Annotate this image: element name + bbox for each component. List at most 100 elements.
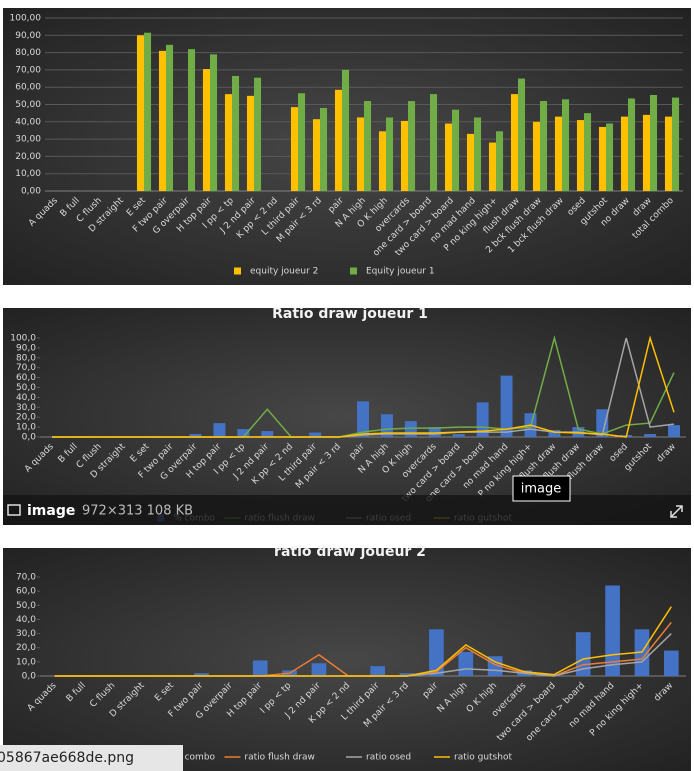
y-tick-label: 10,00 <box>15 169 41 179</box>
bar <box>488 142 496 191</box>
bar <box>380 414 393 437</box>
bar <box>606 123 614 191</box>
chart-background <box>3 308 691 525</box>
y-tick-label: 30,00 <box>15 135 41 145</box>
bar <box>342 69 350 191</box>
bar <box>370 666 386 676</box>
bar <box>399 673 415 676</box>
tooltip-box <box>512 475 571 502</box>
expand-icon[interactable] <box>670 505 683 518</box>
filename[interactable]: 05867ae668de.png <box>0 750 134 766</box>
legend-label: % combo <box>173 753 215 763</box>
bar <box>298 93 306 191</box>
bar <box>246 95 254 191</box>
caption[interactable]: image <box>27 503 75 519</box>
bar <box>474 117 482 191</box>
y-tick-label: 40,0 <box>16 393 36 403</box>
bar <box>386 117 394 191</box>
y-tick-label: 70,0 <box>16 363 36 373</box>
y-tick-label: 30,0 <box>16 629 36 639</box>
y-tick-label: 20,0 <box>16 413 36 423</box>
bar <box>444 123 452 191</box>
line <box>54 606 672 677</box>
y-tick-label: 80,0 <box>16 353 36 363</box>
legend-swatch <box>350 267 357 275</box>
image-meta: 972×313 108 KB <box>82 504 193 519</box>
bar <box>189 434 202 437</box>
y-tick-label: 0,0 <box>22 433 37 443</box>
bar <box>254 77 262 191</box>
y-tick-label: 100,0 <box>10 334 36 344</box>
y-tick-label: 60,0 <box>16 373 36 383</box>
bar <box>252 660 268 676</box>
bar <box>576 120 584 191</box>
legend-swatch <box>234 267 241 275</box>
bar <box>518 78 526 191</box>
bar <box>628 98 636 191</box>
legend-label: ratio flush draw <box>244 753 315 763</box>
y-tick-label: 20,00 <box>15 152 41 162</box>
bar <box>510 94 518 191</box>
bar <box>312 119 320 191</box>
bar <box>311 663 327 676</box>
y-tick-label: 0,0 <box>22 672 37 682</box>
bar <box>144 32 152 191</box>
bar <box>290 107 298 191</box>
bar <box>400 120 408 191</box>
bar <box>224 94 232 191</box>
bar <box>644 434 657 437</box>
y-tick-label: 20,0 <box>16 643 36 653</box>
bar <box>188 49 196 191</box>
bar <box>364 101 372 191</box>
y-tick-label: 10,0 <box>16 423 36 433</box>
bar <box>428 427 441 437</box>
bar <box>210 54 218 191</box>
line <box>52 335 675 438</box>
bar <box>562 99 570 191</box>
legend-label: equity joueur 2 <box>250 267 318 277</box>
y-tick-label: 70,00 <box>15 65 41 75</box>
bar <box>136 35 144 191</box>
bar <box>334 89 342 191</box>
bar <box>430 94 438 191</box>
legend-label: Equity joueur 1 <box>366 267 435 277</box>
bar <box>466 133 474 191</box>
bar <box>356 117 364 191</box>
bar <box>500 375 513 437</box>
tooltip: image <box>521 482 562 497</box>
bar <box>213 423 226 437</box>
y-tick-label: 50,0 <box>16 601 36 611</box>
bar <box>261 431 274 437</box>
bar <box>496 131 504 191</box>
bar <box>605 585 620 676</box>
bar <box>548 430 561 437</box>
chart-title: Ratio draw joueur 1 <box>272 306 428 322</box>
bar <box>663 650 679 676</box>
bar <box>378 131 386 191</box>
bar <box>357 401 369 437</box>
filename-box <box>0 745 183 771</box>
y-tick-label: 40,00 <box>15 117 41 127</box>
y-tick-label: 90,0 <box>16 343 36 353</box>
y-tick-label: 50,00 <box>15 100 41 110</box>
bar <box>596 409 609 437</box>
bar <box>598 126 606 191</box>
bar <box>320 107 328 191</box>
bar <box>476 402 489 437</box>
y-tick-label: 40,0 <box>16 615 36 625</box>
bar <box>650 94 658 191</box>
bar <box>554 116 562 191</box>
y-tick-label: 60,0 <box>16 587 36 597</box>
bar <box>540 101 548 191</box>
bar <box>452 109 460 191</box>
bar <box>429 629 444 676</box>
chart-title: ratio draw joueur 2 <box>274 544 426 560</box>
image-icon <box>7 504 21 516</box>
bar <box>202 69 210 191</box>
y-tick-label: 50,0 <box>16 383 36 393</box>
y-tick-label: 10,0 <box>16 657 36 667</box>
bar <box>452 434 465 437</box>
image-overlay: image 972×313 108 KB image <box>3 475 691 525</box>
bar <box>532 121 540 191</box>
y-tick-label: 30,0 <box>16 403 36 413</box>
